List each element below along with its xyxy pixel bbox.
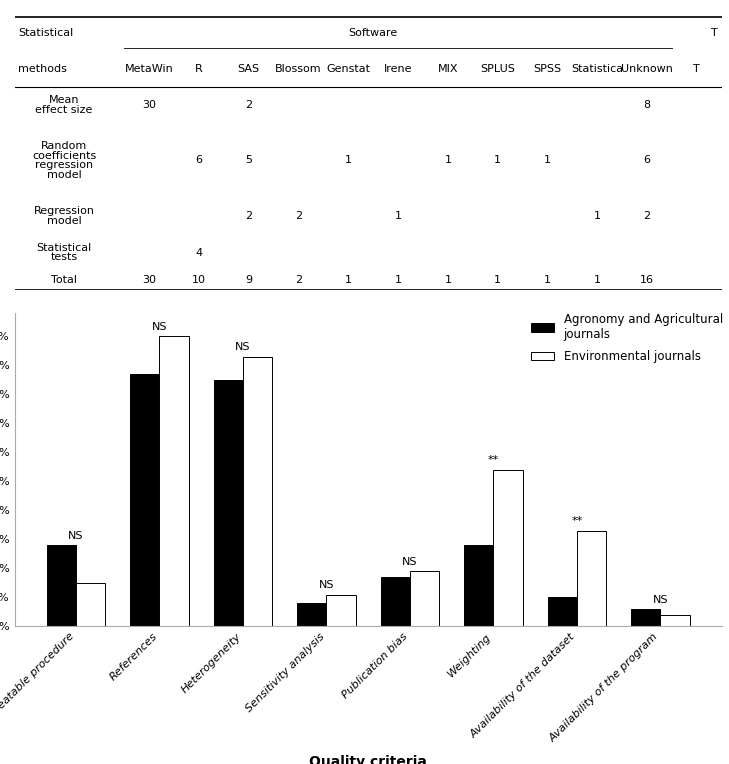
Text: coefficients: coefficients	[32, 151, 96, 160]
Text: Blossom: Blossom	[275, 63, 321, 74]
Text: NS: NS	[652, 594, 668, 605]
X-axis label: Quality criteria: Quality criteria	[309, 755, 427, 764]
Text: 6: 6	[644, 155, 650, 165]
Text: NS: NS	[69, 531, 84, 541]
Text: Unknown: Unknown	[621, 63, 673, 74]
Text: SPLUS: SPLUS	[480, 63, 515, 74]
Text: NS: NS	[235, 342, 251, 352]
Text: 5: 5	[245, 155, 252, 165]
Text: R: R	[195, 63, 203, 74]
Bar	[297, 604, 327, 626]
Bar	[160, 336, 189, 626]
Text: 1: 1	[394, 275, 402, 285]
Text: Total: Total	[51, 275, 77, 285]
Text: T: T	[712, 28, 718, 38]
Bar	[631, 609, 660, 626]
Text: Statistical: Statistical	[36, 243, 92, 253]
Text: 2: 2	[644, 211, 650, 221]
Text: 30: 30	[142, 100, 156, 110]
Text: Mean: Mean	[49, 96, 79, 105]
Text: Irene: Irene	[383, 63, 413, 74]
Bar	[381, 577, 410, 626]
Text: 1: 1	[494, 275, 501, 285]
Text: MetaWin: MetaWin	[125, 63, 174, 74]
Text: Software: Software	[348, 28, 398, 38]
Text: 1: 1	[593, 275, 601, 285]
Text: 1: 1	[345, 155, 352, 165]
Text: model: model	[47, 215, 82, 225]
Bar	[410, 571, 439, 626]
Text: 1: 1	[345, 275, 352, 285]
Bar	[494, 470, 523, 626]
Legend: Agronomy and Agricultural
journals, Environmental journals: Agronomy and Agricultural journals, Envi…	[531, 312, 723, 363]
Text: regression: regression	[35, 160, 93, 170]
Bar	[660, 615, 690, 626]
Bar	[76, 583, 105, 626]
Text: 1: 1	[445, 275, 451, 285]
Text: MIX: MIX	[437, 63, 458, 74]
Text: 2: 2	[245, 211, 252, 221]
Text: 1: 1	[544, 155, 551, 165]
Text: effect size: effect size	[36, 105, 93, 115]
Text: 2: 2	[245, 100, 252, 110]
Text: 4: 4	[195, 248, 203, 257]
Text: 8: 8	[644, 100, 650, 110]
Text: Statistical: Statistical	[18, 28, 74, 38]
Text: 1: 1	[494, 155, 501, 165]
Text: NS: NS	[152, 322, 167, 332]
Text: 1: 1	[445, 155, 451, 165]
Text: 2: 2	[295, 275, 302, 285]
Text: 16: 16	[640, 275, 654, 285]
Bar	[130, 374, 160, 626]
Text: NS: NS	[319, 580, 334, 591]
Text: 6: 6	[195, 155, 203, 165]
Text: 10: 10	[192, 275, 206, 285]
Text: 1: 1	[394, 211, 402, 221]
Text: Statistica: Statistica	[571, 63, 623, 74]
Text: tests: tests	[50, 252, 78, 263]
Text: **: **	[572, 516, 582, 526]
Text: T: T	[693, 63, 700, 74]
Bar	[577, 531, 606, 626]
Text: methods: methods	[18, 63, 67, 74]
Text: 30: 30	[142, 275, 156, 285]
Bar	[47, 545, 76, 626]
Text: 1: 1	[593, 211, 601, 221]
Text: 9: 9	[245, 275, 252, 285]
Text: 1: 1	[544, 275, 551, 285]
Text: model: model	[47, 170, 82, 180]
Text: **: **	[488, 455, 499, 465]
Text: 2: 2	[295, 211, 302, 221]
Text: Random: Random	[41, 141, 87, 151]
Bar	[214, 380, 243, 626]
Text: NS: NS	[402, 557, 418, 567]
Text: SPSS: SPSS	[534, 63, 561, 74]
Bar	[243, 357, 272, 626]
Bar	[464, 545, 494, 626]
Text: Regression: Regression	[34, 206, 95, 216]
Bar	[327, 594, 356, 626]
Text: Genstat: Genstat	[327, 63, 370, 74]
Bar	[547, 597, 577, 626]
Text: SAS: SAS	[238, 63, 260, 74]
